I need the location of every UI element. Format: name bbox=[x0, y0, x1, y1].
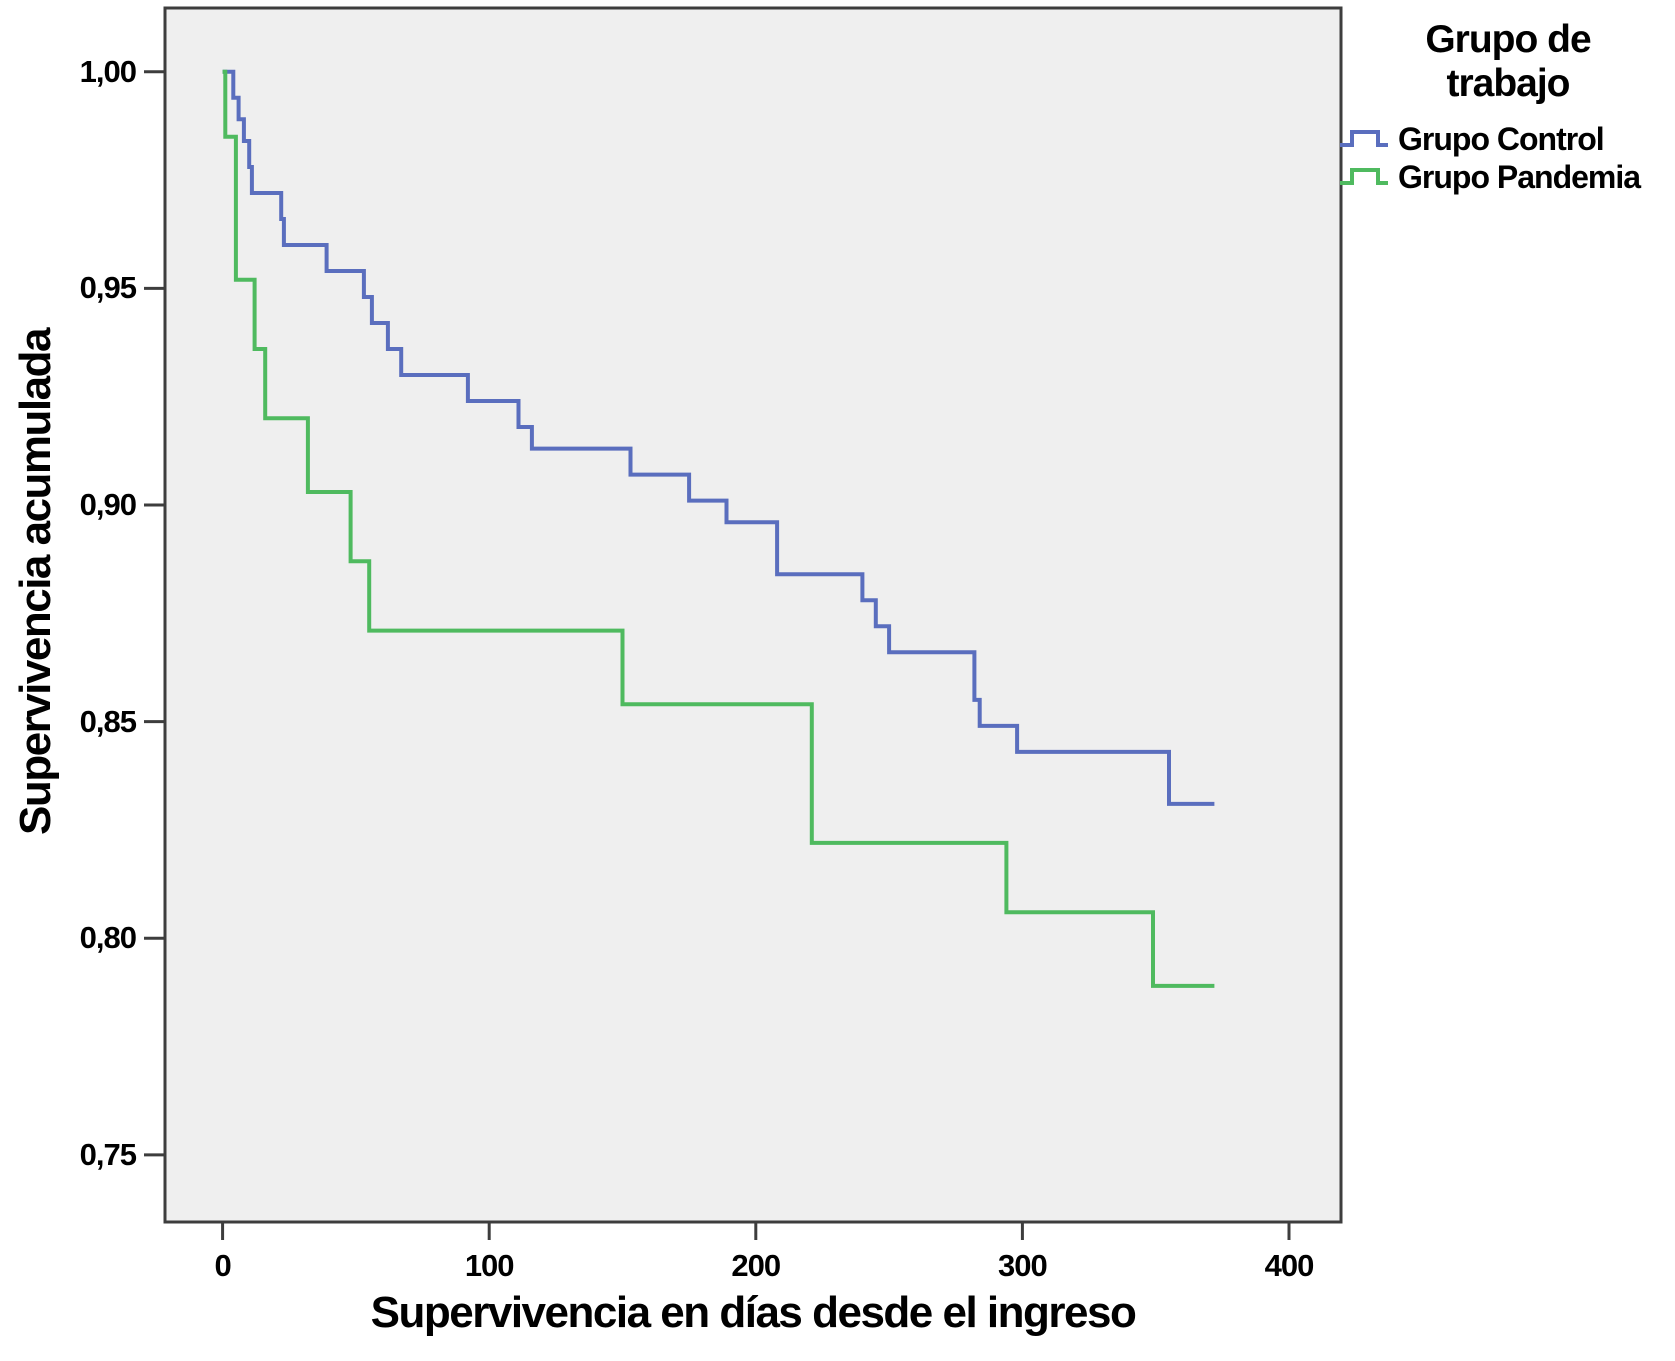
legend-entry-pandemia: Grupo Pandemia bbox=[1338, 158, 1668, 196]
plot-frame bbox=[163, 6, 1343, 1224]
pandemia-line-icon bbox=[1340, 168, 1388, 185]
legend-title-line1: Grupo de bbox=[1425, 18, 1591, 61]
legend-label-pandemia: Grupo Pandemia bbox=[1398, 158, 1641, 195]
series-line-control bbox=[222, 69, 1215, 806]
legend-title: Grupo de trabajo bbox=[1348, 18, 1668, 106]
y-tick-label: 1,00 bbox=[79, 53, 137, 89]
x-tick-label: 400 bbox=[1264, 1248, 1315, 1283]
legend-entry-control: Grupo Control bbox=[1338, 120, 1668, 158]
legend-title-line2: trabajo bbox=[1446, 62, 1570, 105]
y-axis-title: Supervivencia acumulada bbox=[11, 329, 60, 835]
x-tick-label: 100 bbox=[464, 1248, 515, 1283]
legend-label-control: Grupo Control bbox=[1398, 120, 1605, 157]
y-tick-label: 0,85 bbox=[79, 703, 137, 739]
x-axis-title: Supervivencia en días desde el ingreso bbox=[370, 1288, 1137, 1337]
x-tick-label: 300 bbox=[998, 1248, 1048, 1283]
x-tick-label: 200 bbox=[731, 1248, 781, 1283]
y-tick-label: 0,95 bbox=[79, 270, 137, 306]
y-tick-label: 0,90 bbox=[79, 486, 137, 522]
legend: Grupo de trabajo Grupo Control Grupo Pan… bbox=[1338, 18, 1668, 196]
y-tick-label: 0,80 bbox=[79, 920, 137, 956]
series-line-pandemia bbox=[222, 69, 1215, 988]
control-line-icon bbox=[1340, 130, 1388, 147]
x-tick-label: 0 bbox=[214, 1248, 231, 1283]
y-tick-label: 0,75 bbox=[79, 1136, 137, 1172]
